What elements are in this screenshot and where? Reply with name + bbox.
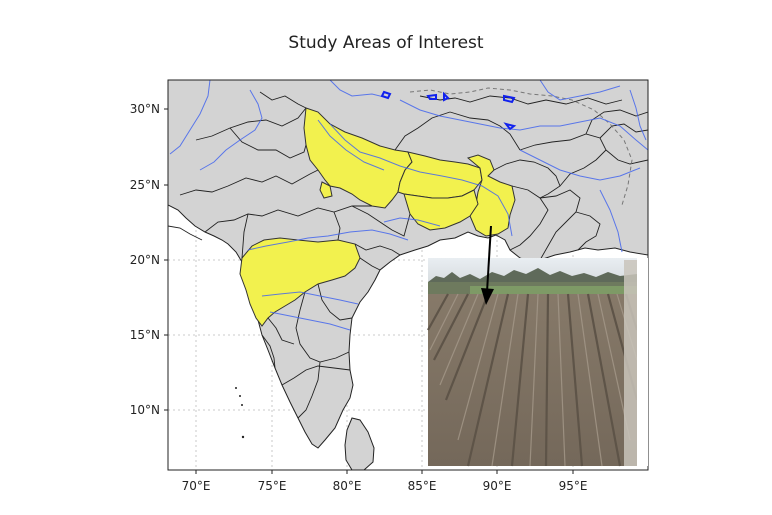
lat-tick-label: 10°N <box>130 403 160 417</box>
study-area-uttar-pradesh-south <box>319 181 333 199</box>
state-borders <box>168 91 648 419</box>
lon-tick-label: 75°E <box>258 479 287 493</box>
pointer-arrow <box>481 225 494 305</box>
lakshadweep-islands <box>235 387 245 439</box>
disputed-boundary <box>409 87 633 206</box>
lat-tick-label: 15°N <box>130 328 160 342</box>
study-area-maharashtra <box>239 237 361 327</box>
study-area-jharkhand <box>403 189 479 231</box>
lon-tick-label: 80°E <box>333 479 362 493</box>
lon-tick-label: 70°E <box>182 479 211 493</box>
map-title: Study Areas of Interest <box>288 33 484 53</box>
lat-tick-label: 25°N <box>130 178 160 192</box>
sri-lanka <box>344 417 375 470</box>
lat-tick-label: 20°N <box>130 253 160 267</box>
lakes <box>380 90 517 131</box>
rivers <box>169 80 648 331</box>
lat-tick-label: 30°N <box>130 102 160 116</box>
field-photo-inset <box>427 258 648 467</box>
axis-ticks <box>164 108 574 474</box>
lon-tick-label: 85°E <box>408 479 437 493</box>
lon-tick-label: 90°E <box>483 479 512 493</box>
latitude-labels: 30°N 25°N 20°N 15°N 10°N <box>130 102 160 417</box>
longitude-labels: 70°E 75°E 80°E 85°E 90°E 95°E <box>182 479 588 493</box>
lon-tick-label: 95°E <box>559 479 588 493</box>
